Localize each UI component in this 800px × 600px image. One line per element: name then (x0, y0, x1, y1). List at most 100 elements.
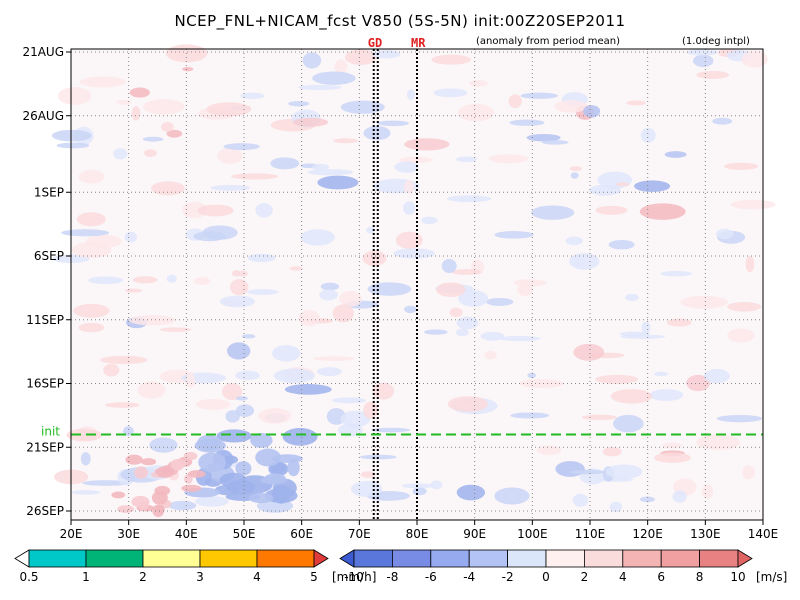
wind-legend-segment (353, 549, 393, 568)
chart-title: NCEP_FNL+NICAM_fcst V850 (5S-5N) init:00… (174, 12, 626, 30)
anomaly-shade (116, 99, 132, 105)
anomaly-shade (61, 229, 110, 237)
y-tick-label: 6SEP (34, 249, 64, 263)
anomaly-shade (186, 372, 195, 388)
anomaly-shade (334, 59, 348, 74)
precip-legend-label: 4 (253, 570, 261, 584)
anomaly-shade (613, 414, 644, 433)
anomaly-shade (633, 180, 671, 192)
anomaly-shade (595, 374, 639, 384)
anomaly-shade (227, 342, 251, 360)
wind-legend-label: -8 (386, 570, 398, 584)
wind-legend-label: 6 (657, 570, 665, 584)
anomaly-shade (195, 398, 231, 410)
y-tick-label: 26AUG (22, 109, 64, 123)
anomaly-shade (696, 434, 740, 450)
y-tick-label: 21AUG (22, 45, 64, 59)
anomaly-shade (664, 151, 687, 158)
y-tick-label: 1SEP (34, 185, 64, 199)
y-tick-label: 21SEP (26, 440, 64, 454)
anomaly-shade (131, 106, 141, 121)
anomaly-shade (672, 490, 687, 503)
anomaly-shade (649, 389, 684, 401)
precip-legend-label: 0.5 (19, 570, 38, 584)
anomaly-shade (154, 485, 171, 496)
anomaly-shade (456, 316, 479, 330)
anomaly-shade (421, 216, 438, 225)
anomaly-shade (222, 383, 243, 400)
anomaly-shade (703, 368, 730, 384)
anomaly-shade (595, 205, 628, 215)
anomaly-shade (640, 127, 656, 143)
anomaly-shade (360, 471, 376, 478)
anomaly-shade (696, 70, 730, 79)
anomaly-note: (anomaly from period mean) (476, 36, 620, 47)
anomaly-shade (197, 204, 234, 217)
precip-legend-unit: [mm/h] (332, 570, 376, 584)
anomaly-shade (198, 452, 226, 473)
wind-legend-label: -10 (344, 570, 364, 584)
anomaly-shade (716, 415, 763, 423)
x-tick-label: 80E (406, 527, 429, 541)
anomaly-shade (217, 147, 243, 164)
x-tick-label: 60E (290, 527, 313, 541)
anomaly-shade (151, 181, 185, 196)
anomaly-shade (284, 384, 332, 395)
anomaly-shade (372, 50, 401, 59)
anomaly-shade (282, 427, 318, 446)
precip-legend-segment (142, 549, 201, 568)
precip-legend-label: 2 (139, 570, 147, 584)
y-tick-label: 26SEP (26, 504, 64, 518)
anomaly-shade (66, 428, 102, 442)
precip-legend-label: 5 (310, 570, 318, 584)
anomaly-shade (660, 270, 692, 277)
anomaly-shade (307, 169, 353, 176)
x-tick-label: 30E (117, 527, 140, 541)
wind-legend-label: -6 (425, 570, 437, 584)
anomaly-shade (484, 350, 497, 360)
anomaly-shade (339, 291, 362, 307)
wind-legend-cap-left (339, 549, 355, 568)
anomaly-shade (194, 438, 226, 453)
anomaly-shade (137, 381, 166, 399)
anomaly-shade (724, 162, 759, 170)
anomaly-shade (565, 236, 583, 246)
init-label: init (41, 425, 60, 439)
wind-legend-segment (699, 549, 739, 568)
anomaly-shade (73, 303, 110, 318)
anomaly-shade (273, 368, 315, 384)
anomaly-shade (216, 429, 252, 443)
x-tick-label: 130E (690, 527, 721, 541)
anomaly-shade (569, 469, 606, 475)
anomaly-shade (569, 253, 600, 270)
anomaly-shade (134, 466, 149, 479)
anomaly-shade (395, 231, 423, 249)
anomaly-shade (455, 328, 469, 337)
anomaly-shade (229, 278, 249, 296)
anomaly-shade (125, 454, 143, 465)
anomaly-shade (138, 500, 149, 511)
y-tick-label: 16SEP (26, 377, 64, 391)
anomaly-shade (554, 100, 588, 113)
anomaly-shade (317, 175, 359, 190)
anomaly-shade (412, 487, 427, 496)
anomaly-shade (57, 87, 92, 105)
anomaly-shade (424, 329, 448, 335)
anomaly-shade (433, 88, 468, 98)
anomaly-shade (129, 315, 176, 326)
anomaly-shade (250, 432, 273, 448)
anomaly-shade (80, 452, 91, 466)
anomaly-shade (293, 117, 329, 127)
wind-legend-segment (507, 549, 547, 568)
anomaly-shade (363, 401, 378, 419)
anomaly-shade (742, 465, 756, 480)
anomaly-shade (166, 129, 183, 138)
anomaly-shade (456, 484, 486, 501)
anomaly-shade (344, 49, 377, 65)
anomaly-shade (183, 451, 198, 461)
anomaly-shade (117, 505, 135, 513)
anomaly-shade (458, 290, 489, 307)
x-tick-label: 100E (517, 527, 548, 541)
anomaly-shade (71, 241, 112, 258)
wind-legend-segment (584, 549, 624, 568)
